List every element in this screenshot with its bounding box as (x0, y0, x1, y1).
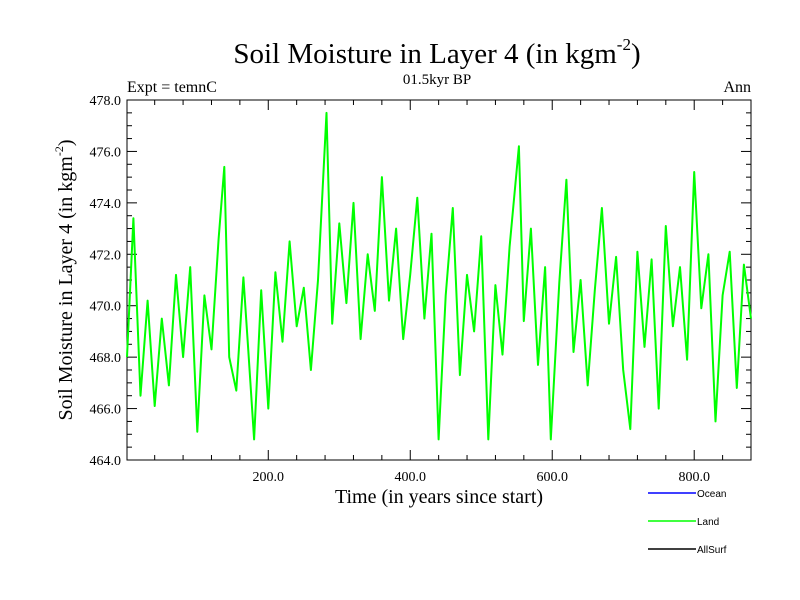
y-tick-label: 472.0 (90, 248, 122, 263)
x-tick-label: 800.0 (678, 470, 710, 485)
y-tick-label: 464.0 (90, 454, 122, 469)
y-tick-label: 466.0 (90, 403, 122, 418)
y-tick-label: 478.0 (90, 94, 122, 109)
legend-label-ocean: Ocean (697, 489, 726, 500)
chart-title: Soil Moisture in Layer 4 (in kgm-2) (233, 35, 640, 70)
season-label: Ann (723, 79, 751, 96)
y-tick-label: 474.0 (90, 197, 122, 212)
axis-ticks: 464.0 466.0 468.0 470.0 472.0 474.0 476.0 478.0… (90, 94, 751, 485)
series-layer (126, 111, 752, 441)
legend: Ocean Land AllSurf (648, 489, 727, 556)
legend-label-allsurf: AllSurf (697, 545, 727, 556)
x-tick-label: 200.0 (253, 470, 285, 485)
legend-label-land: Land (697, 517, 719, 528)
series-line-land (126, 111, 752, 441)
plot-frame (126, 99, 752, 461)
x-axis-label: Time (in years since start) (335, 486, 543, 508)
experiment-label: Expt = temnC (127, 79, 217, 96)
x-tick-label: 600.0 (536, 470, 568, 485)
y-axis-label: Soil Moisture in Layer 4 (in kgm-2) (52, 139, 77, 420)
y-tick-label: 470.0 (90, 300, 122, 315)
y-tick-label: 476.0 (90, 145, 122, 160)
y-tick-label: 468.0 (90, 351, 122, 366)
chart-subtitle: 01.5kyr BP (403, 72, 471, 88)
x-tick-label: 400.0 (394, 470, 426, 485)
